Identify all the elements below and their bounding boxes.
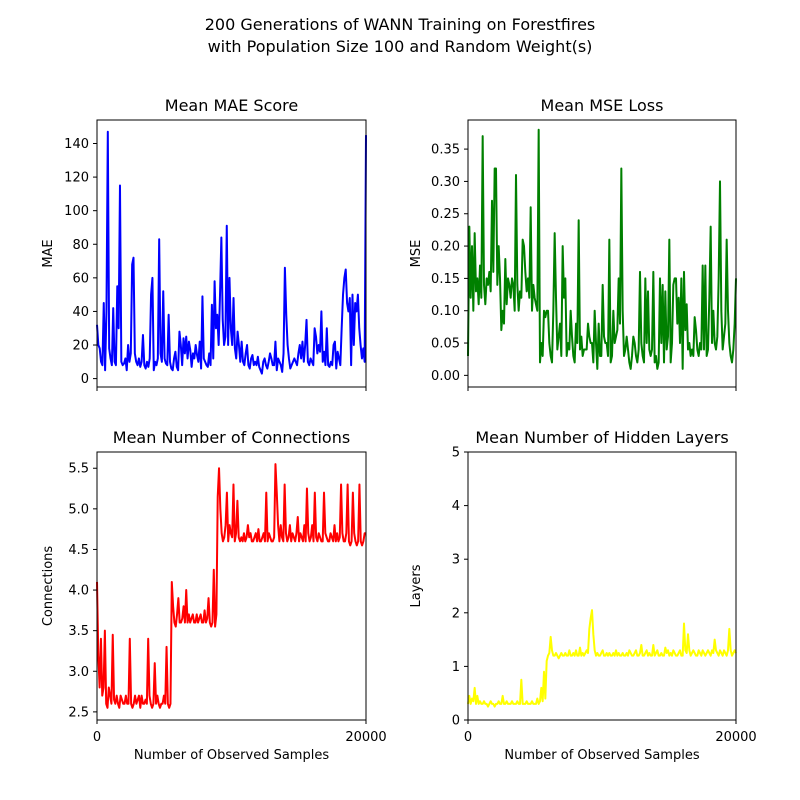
y-tick-label-mse: 0.05 [431, 337, 460, 352]
y-tick-label-hidden-layers: 1 [452, 660, 460, 675]
x-tick-label-hidden-layers: 20000 [715, 730, 756, 745]
y-tick-label-mae: 100 [64, 204, 89, 219]
y-axis-label-mse: MSE [409, 240, 424, 268]
x-tick-label-connections: 0 [93, 730, 101, 745]
chart-title-mae: Mean MAE Score [165, 96, 298, 115]
y-tick-label-mae: 20 [72, 339, 89, 354]
y-tick-label-connections: 5.0 [68, 502, 89, 517]
y-tick-label-connections: 3.5 [68, 624, 89, 639]
axes-frame-connections [96, 451, 367, 721]
y-tick-label-mae: 60 [72, 271, 89, 286]
figure-title-line2: with Population Size 100 and Random Weig… [208, 37, 593, 56]
y-tick-label-hidden-layers: 4 [452, 499, 460, 514]
axes-frame-hidden-layers [467, 451, 737, 721]
y-tick-label-hidden-layers: 2 [452, 606, 460, 621]
y-tick-label-mae: 120 [64, 171, 89, 186]
figure-title-line1: 200 Generations of WANN Training on Fore… [205, 15, 596, 34]
y-tick-label-hidden-layers: 3 [452, 553, 460, 568]
axes-frame-mse [467, 119, 737, 388]
chart-hidden-layers: 0 1 2 3 4 5 0 20000 Mean Number of Hidden Layers… [409, 428, 757, 763]
axes-frame-mae [96, 119, 367, 388]
y-tick-label-hidden-layers: 5 [452, 446, 460, 461]
y-tick-label-connections: 5.5 [68, 462, 89, 477]
series-line-mae [96, 130, 367, 375]
y-tick-label-mse: 0.30 [431, 175, 460, 190]
y-tick-label-mse: 0.15 [431, 272, 460, 287]
chart-title-mse: Mean MSE Loss [541, 96, 664, 115]
x-axis-label-hidden-layers: Number of Observed Samples [504, 748, 699, 763]
y-tick-label-connections: 4.5 [68, 543, 89, 558]
y-tick-label-connections: 4.0 [68, 584, 89, 599]
y-tick-label-connections: 3.0 [68, 665, 89, 680]
y-tick-label-mse: 0.00 [431, 369, 460, 384]
y-tick-label-mae: 0 [81, 372, 89, 387]
chart-title-hidden-layers: Mean Number of Hidden Layers [475, 428, 728, 447]
y-tick-label-mae: 40 [72, 305, 89, 320]
series-line-hidden-layers [467, 609, 737, 708]
chart-title-connections: Mean Number of Connections [113, 428, 350, 447]
chart-mae: 0 20 40 60 80 100 120 140 Mean MAE Score MAE [41, 96, 367, 391]
y-tick-label-hidden-layers: 0 [452, 714, 460, 729]
y-tick-label-mae: 140 [64, 137, 89, 152]
chart-mse: 0.00 0.05 0.10 0.15 0.20 0.25 0.30 0.35 Mean MSE… [409, 96, 737, 391]
y-tick-label-mse: 0.10 [431, 304, 460, 319]
y-tick-label-connections: 2.5 [68, 705, 89, 720]
y-tick-label-mse: 0.20 [431, 240, 460, 255]
y-tick-label-mse: 0.35 [431, 143, 460, 158]
x-axis-label-connections: Number of Observed Samples [134, 748, 329, 763]
y-axis-label-mae: MAE [41, 239, 56, 267]
y-axis-label-connections: Connections [41, 546, 56, 627]
y-tick-label-mae: 80 [72, 238, 89, 253]
series-line-connections [96, 463, 366, 709]
y-tick-label-mse: 0.25 [431, 207, 460, 222]
x-tick-label-connections: 20000 [345, 730, 386, 745]
series-line-mse [467, 128, 737, 370]
chart-connections: 2.5 3.0 3.5 4.0 4.5 5.0 5.5 0 20000 Mean Number o… [41, 428, 387, 763]
x-tick-label-hidden-layers: 0 [464, 730, 472, 745]
y-axis-label-hidden-layers: Layers [409, 564, 424, 607]
